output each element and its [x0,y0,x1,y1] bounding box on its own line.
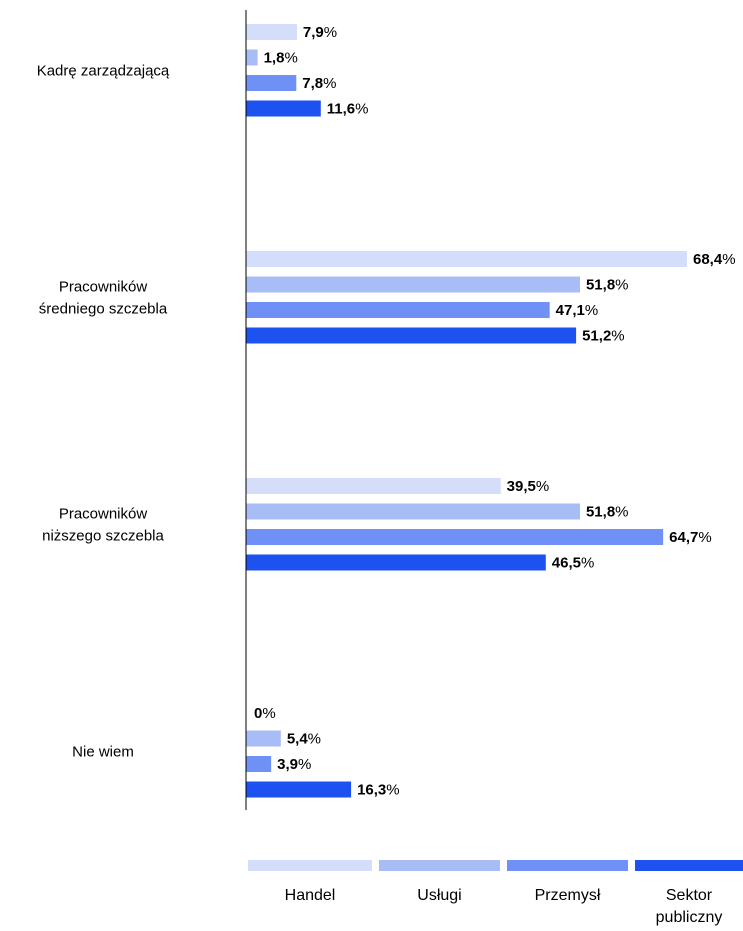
legend: Handel Usługi Przemysł Sektor publiczny [248,860,743,926]
bar-nie-wiem-przemysl [246,756,272,772]
value-label-kadre-zarzadzajaca-uslugi: 1,8% [264,50,298,67]
legend-label-uslugi: Usługi [417,887,461,904]
category-label-kadre-zarzadzajaca: Kadrę zarządzającą [37,62,170,79]
value-label-nie-wiem-handel: 0% [254,705,276,722]
value-label-pracownikow-sredniego-szczebla-uslugi: 51,8% [586,277,629,294]
value-labels-group: 7,9% 1,8%7,8% 11,6% 68,4% 51,8% 47,1% 51,2% 39,… [254,24,736,799]
legend-swatch-sektor-publiczny [635,860,743,871]
category-label-pracownikow-sredniego-szczebla-line-1: Pracowników [59,278,148,295]
legend-swatch-uslugi [379,860,500,871]
category-label-pracownikow-nizszego-szczebla-line-1: Pracowników [59,505,148,522]
bar-pracownikow-sredniego-szczebla-uslugi [246,276,580,293]
legend-label-handel: Handel [285,887,336,904]
value-label-nie-wiem-uslugi: 5,4% [287,731,321,748]
value-label-pracownikow-sredniego-szczebla-przemysl: 47,1% [556,302,599,319]
bar-nie-wiem-uslugi [246,730,281,747]
value-label-pracownikow-nizszego-szczebla-handel: 39,5% [507,478,550,495]
legend-swatch-handel [248,860,372,871]
value-label-nie-wiem-sektor-publiczny: 16,3% [357,782,400,799]
bar-pracownikow-nizszego-szczebla-handel [246,478,501,494]
bar-pracownikow-nizszego-szczebla-uslugi [246,503,580,520]
bar-kadre-zarzadzajaca-uslugi [246,49,258,66]
bar-pracownikow-sredniego-szczebla-handel [246,251,687,267]
category-label-nie-wiem: Nie wiem [72,743,134,760]
bar-kadre-zarzadzajaca-sektor-publiczny [246,100,321,117]
bar-pracownikow-nizszego-szczebla-sektor-publiczny [246,554,546,571]
bar-pracownikow-sredniego-szczebla-przemysl [246,302,550,318]
value-label-nie-wiem-przemysl: 3,9% [277,756,311,773]
bar-kadre-zarzadzajaca-przemysl [246,75,297,91]
bar-kadre-zarzadzajaca-handel [246,24,297,40]
value-label-kadre-zarzadzajaca-handel: 7,9% [303,24,337,41]
value-label-pracownikow-sredniego-szczebla-handel: 68,4% [693,251,736,268]
legend-label-sektor-publiczny-line-2: publiczny [656,909,723,926]
value-label-pracownikow-nizszego-szczebla-przemysl: 64,7% [669,529,712,546]
legend-swatch-przemysl [507,860,628,871]
legend-label-sektor-publiczny-line-1: Sektor [666,887,713,904]
value-label-kadre-zarzadzajaca-przemysl: 7,8% [302,75,336,92]
legend-label-przemysl: Przemysł [535,887,601,904]
category-label-pracownikow-sredniego-szczebla-line-2: średniego szczebla [39,300,168,317]
bar-pracownikow-nizszego-szczebla-przemysl [246,529,664,545]
category-labels-group: Kadrę zarządzającą Pracowników średniego s… [37,62,170,760]
category-label-pracownikow-nizszego-szczebla-line-2: niższego szczebla [42,527,164,544]
value-label-pracownikow-nizszego-szczebla-uslugi: 51,8% [586,504,629,521]
bars-group [246,24,687,798]
bar-pracownikow-sredniego-szczebla-sektor-publiczny [246,327,577,344]
value-label-kadre-zarzadzajaca-sektor-publiczny: 11,6% [327,101,369,118]
bar-nie-wiem-sektor-publiczny [246,781,352,798]
value-label-pracownikow-sredniego-szczebla-sektor-publiczny: 51,2% [582,328,625,345]
value-label-pracownikow-nizszego-szczebla-sektor-publiczny: 46,5% [552,555,595,572]
